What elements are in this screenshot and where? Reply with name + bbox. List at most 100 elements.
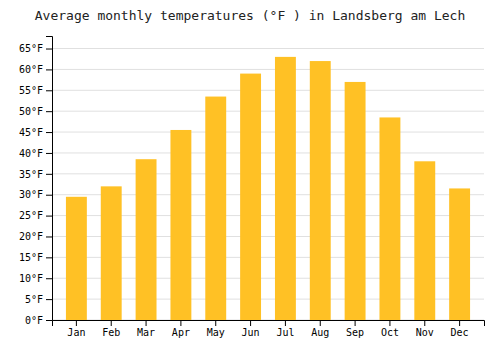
x-tick-label: May	[207, 327, 225, 338]
x-tick-label: Mar	[137, 327, 155, 338]
x-tick-label: Dec	[451, 327, 469, 338]
bars	[66, 57, 470, 320]
y-tick-mark	[46, 174, 52, 175]
x-tick: Mar	[137, 320, 155, 338]
x-tick: Dec	[451, 320, 469, 338]
x-tick: Apr	[172, 320, 190, 338]
x-tick: Jun	[242, 320, 260, 338]
x-tick-label: Nov	[416, 327, 434, 338]
y-tick: 40°F	[19, 148, 52, 159]
bar	[66, 197, 87, 320]
x-axis: Jan Feb Mar Apr May Jun Jul Aug Sep Oct Nov Dec	[53, 320, 485, 338]
y-tick-mark	[46, 216, 52, 217]
bar	[240, 74, 261, 320]
bar	[205, 97, 226, 320]
x-tick-label: Jul	[276, 327, 294, 338]
x-tick-mark	[250, 320, 251, 326]
chart: 0°F 5°F 10°F 15°F 20°F 25°F 30°F 35°F 40°F 45°F 50…	[0, 0, 500, 350]
y-axis: 0°F 5°F 10°F 15°F 20°F 25°F 30°F 35°F 40°F 45°F 50…	[19, 37, 53, 326]
x-tick: Jan	[67, 320, 85, 338]
x-tick: Jul	[276, 320, 294, 338]
x-tick: Sep	[346, 320, 364, 338]
x-tick: May	[207, 320, 225, 338]
x-tick: Nov	[416, 320, 434, 338]
x-tick-mark	[146, 320, 147, 326]
y-tick: 50°F	[19, 106, 52, 117]
y-tick-label: 10°F	[19, 273, 43, 284]
y-tick: 65°F	[19, 43, 52, 54]
y-tick-label: 50°F	[19, 106, 43, 117]
x-tick-label: Aug	[311, 327, 329, 338]
y-tick: 30°F	[19, 189, 52, 200]
x-tick: Feb	[102, 320, 120, 338]
plot-area: 0°F 5°F 10°F 15°F 20°F 25°F 30°F 35°F 40°F 45°F 50…	[19, 37, 485, 339]
x-tick-label: Jun	[242, 327, 260, 338]
y-tick-mark	[46, 153, 52, 154]
grid	[52, 49, 484, 320]
y-tick-mark	[46, 299, 52, 300]
x-tick-mark	[285, 320, 286, 326]
title: Average monthly temperatures (°F ) in La…	[35, 8, 465, 23]
grid-line	[52, 69, 484, 70]
x-tick-mark	[355, 320, 356, 326]
y-tick-label: 65°F	[19, 43, 43, 54]
bar	[136, 159, 157, 320]
y-tick-label: 45°F	[19, 127, 43, 138]
y-tick-mark	[46, 257, 52, 258]
bar	[414, 161, 435, 320]
y-tick-label: 40°F	[19, 148, 43, 159]
x-tick-mark	[76, 320, 77, 326]
x-tick-mark	[215, 320, 216, 326]
y-tick: 10°F	[19, 273, 52, 284]
bar	[379, 117, 400, 320]
y-tick-label: 30°F	[19, 189, 43, 200]
x-tick-label: Apr	[172, 327, 190, 338]
y-tick-mark	[46, 195, 52, 196]
x-tick: Aug	[311, 320, 329, 338]
grid-line	[52, 48, 484, 49]
grid-line	[52, 111, 484, 112]
bar	[170, 130, 191, 320]
y-tick-label: 0°F	[25, 315, 43, 326]
y-tick: 20°F	[19, 231, 52, 242]
y-tick-mark	[46, 236, 52, 237]
bar	[101, 186, 122, 320]
x-tick: Oct	[381, 320, 399, 338]
y-tick: 25°F	[19, 210, 52, 221]
x-tick-mark	[320, 320, 321, 326]
y-tick-label: 25°F	[19, 210, 43, 221]
bar	[345, 82, 366, 320]
y-tick-label: 55°F	[19, 85, 43, 96]
y-tick-label: 20°F	[19, 231, 43, 242]
y-tick-label: 15°F	[19, 252, 43, 263]
bar	[310, 61, 331, 320]
bar	[275, 57, 296, 320]
x-tick-mark	[424, 320, 425, 326]
y-tick-mark	[46, 320, 52, 321]
y-tick-label: 60°F	[19, 64, 43, 75]
x-tick-mark	[389, 320, 390, 326]
x-tick-label: Jan	[67, 327, 85, 338]
x-axis-line	[53, 321, 485, 327]
y-tick-mark	[46, 278, 52, 279]
y-tick: 0°F	[25, 315, 52, 326]
x-tick-mark	[180, 320, 181, 326]
y-tick-mark	[46, 111, 52, 112]
x-tick-label: Sep	[346, 327, 364, 338]
grid-line	[52, 132, 484, 133]
x-tick-mark	[459, 320, 460, 326]
bar	[449, 188, 470, 320]
y-axis-line	[46, 37, 53, 321]
y-tick-label: 5°F	[25, 294, 43, 305]
x-tick-mark	[111, 320, 112, 326]
x-tick-label: Oct	[381, 327, 399, 338]
x-tick-label: Feb	[102, 327, 120, 338]
y-tick: 35°F	[19, 169, 52, 180]
grid-line	[52, 90, 484, 91]
grid-line	[52, 152, 484, 153]
y-tick: 45°F	[19, 127, 52, 138]
y-tick-label: 35°F	[19, 169, 43, 180]
y-tick: 55°F	[19, 85, 52, 96]
y-tick: 15°F	[19, 252, 52, 263]
y-tick-mark	[46, 49, 52, 50]
